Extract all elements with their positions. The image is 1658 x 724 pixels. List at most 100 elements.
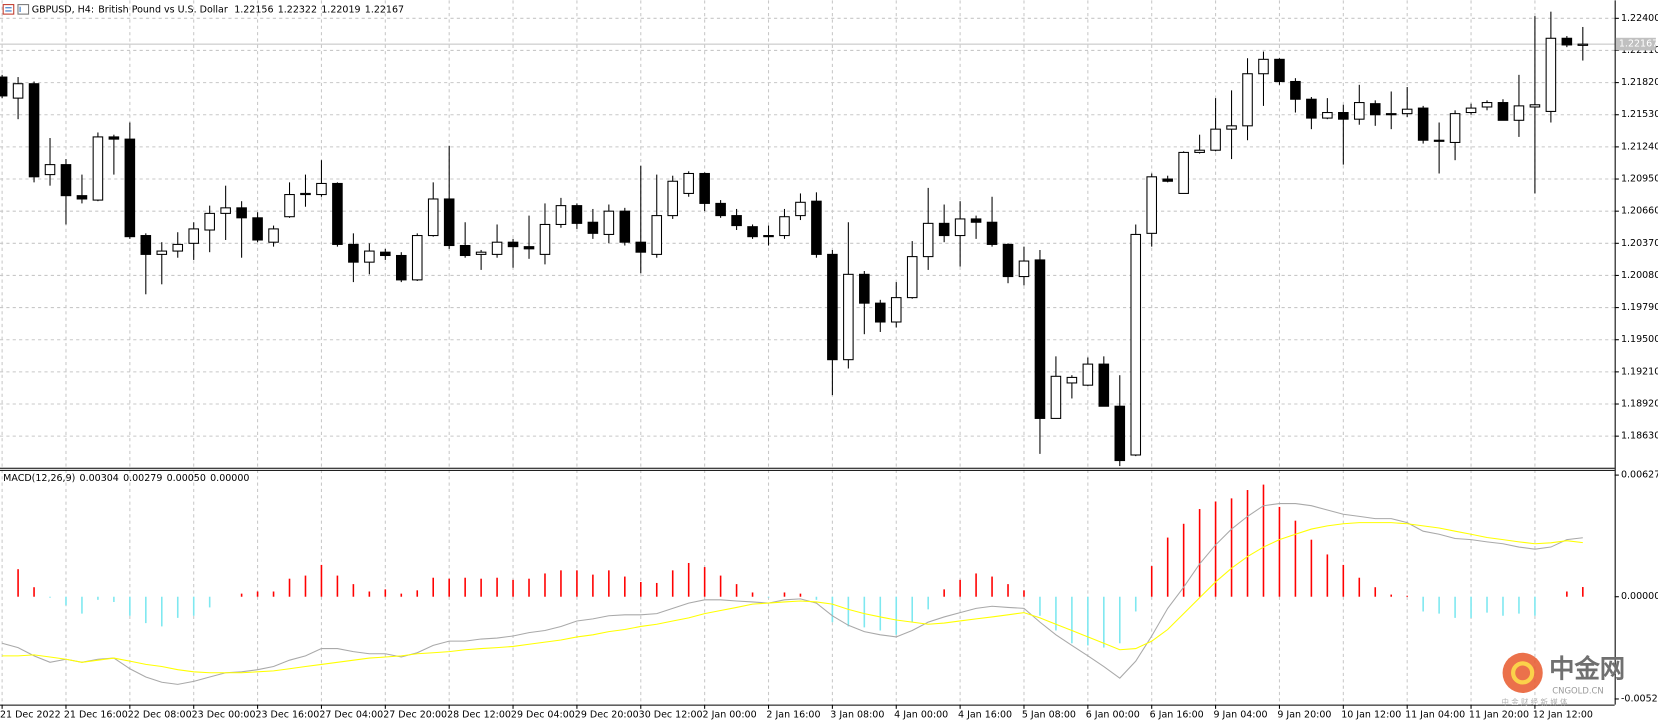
x-tick-label: 10 Jan 12:00 <box>1341 710 1401 721</box>
icon <box>2 4 15 15</box>
candle-body <box>380 251 391 257</box>
y-tick-label: 0.00000 <box>1621 591 1658 602</box>
candle-body <box>1417 107 1429 141</box>
candle-body <box>667 180 679 217</box>
last-price-label: 1.22167 <box>1619 39 1658 50</box>
candle-body <box>779 216 790 237</box>
y-tick-label: 0.00627 <box>1621 470 1658 481</box>
ohlc-value: 1.22156 <box>234 4 273 15</box>
candle-body <box>827 253 838 361</box>
watermark-name: 中金网 <box>1549 654 1625 684</box>
candle-body <box>843 273 854 361</box>
candle-body <box>938 222 950 237</box>
candle-body <box>619 210 631 243</box>
candle-body <box>555 205 567 225</box>
ohlc-value: 1.22322 <box>278 4 317 15</box>
candle-body <box>890 297 902 323</box>
candle-body <box>28 83 40 178</box>
candle-body <box>1130 233 1142 456</box>
indicator-value: 0.00279 <box>123 473 162 484</box>
candle-body <box>1306 98 1317 119</box>
x-tick-label: 5 Jan 08:00 <box>1022 710 1076 721</box>
x-tick-label: 6 Jan 16:00 <box>1150 710 1204 721</box>
x-tick-label: 12 Jan 12:00 <box>1533 710 1593 721</box>
candle-body <box>683 172 694 194</box>
header-icons <box>2 4 30 15</box>
candle-body <box>1098 363 1110 407</box>
candle-body <box>539 223 551 255</box>
x-tick-label: 11 Jan 04:00 <box>1405 710 1465 721</box>
candle-body <box>763 235 774 238</box>
x-tick-label: 21 Dec 16:00 <box>64 710 128 721</box>
candle-body <box>1146 176 1158 234</box>
candle-body <box>699 172 710 204</box>
y-tick-label: 1.20080 <box>1621 270 1658 281</box>
logo-circle <box>1502 652 1543 693</box>
candle-body <box>874 302 886 323</box>
candle-body <box>1513 105 1525 121</box>
candle-body <box>1497 102 1509 121</box>
candle-body <box>459 244 471 257</box>
candle-body <box>1401 108 1413 115</box>
candle-body <box>76 195 88 200</box>
candle-body <box>523 246 535 250</box>
candle-body <box>332 182 343 245</box>
y-tick-label: 1.22400 <box>1621 13 1658 24</box>
indicator-line <box>2 522 1583 674</box>
candle-body <box>571 205 583 224</box>
candle-body <box>970 218 982 223</box>
candle-body <box>859 273 870 304</box>
candle-body <box>348 243 359 263</box>
x-tick-label: 3 Jan 08:00 <box>830 710 884 721</box>
candle-body <box>1561 37 1573 46</box>
y-tick-label: 1.21820 <box>1621 77 1658 88</box>
ohlc-value: 1.22167 <box>365 4 404 15</box>
marks <box>0 11 1589 685</box>
watermark-tagline: 中 金 财 经 新 媒 体 <box>1502 697 1568 706</box>
x-tick-label: 22 Dec 08:00 <box>128 710 192 721</box>
candle-body <box>1385 113 1397 116</box>
candle-body <box>300 192 311 196</box>
indicator-value: 0.00050 <box>167 473 206 484</box>
symbol-description: British Pound vs U.S. Dollar <box>98 4 228 15</box>
indicator-title: MACD(12,26,9) <box>3 473 75 484</box>
candle-body <box>1545 37 1557 112</box>
y-tick-label: 1.20660 <box>1621 206 1658 217</box>
x-tick-label: 29 Dec 04:00 <box>511 710 575 721</box>
candle-body <box>1002 243 1014 278</box>
x-tick-label: 28 Dec 12:00 <box>447 710 511 721</box>
candle-body <box>12 83 24 99</box>
candle-body <box>1369 103 1381 116</box>
candle-body <box>1178 151 1189 194</box>
candle-body <box>747 226 758 238</box>
candle-body <box>1274 58 1285 83</box>
y-tick-label: 1.19500 <box>1621 334 1658 345</box>
candle-body <box>411 235 423 281</box>
x-tick-label: 23 Dec 00:00 <box>192 710 256 721</box>
x-tick-label: 23 Dec 16:00 <box>255 710 319 721</box>
y-tick-label: 1.21240 <box>1621 141 1658 152</box>
x-tick-label: 2 Jan 16:00 <box>766 710 820 721</box>
candle-body <box>1162 178 1173 182</box>
logo-mark <box>1511 661 1535 685</box>
icon <box>17 4 30 15</box>
y-tick-label: 1.20370 <box>1621 238 1658 249</box>
candle-body <box>1465 107 1477 114</box>
candle-body <box>443 198 455 247</box>
candle-body <box>364 250 375 263</box>
indicator-value: 0.00000 <box>210 473 249 484</box>
candle-body <box>1338 112 1349 120</box>
candle-body <box>188 228 200 244</box>
x-tick-label: 27 Dec 04:00 <box>319 710 383 721</box>
y-tick-label: 1.18630 <box>1621 431 1658 442</box>
candle-body <box>1433 139 1445 142</box>
candle-body <box>811 200 822 255</box>
candle-body <box>795 201 806 217</box>
candle-body <box>475 251 487 255</box>
candle-body <box>316 182 327 196</box>
candle-body <box>92 136 104 201</box>
candle-body <box>204 212 215 231</box>
candle-body <box>587 221 599 234</box>
